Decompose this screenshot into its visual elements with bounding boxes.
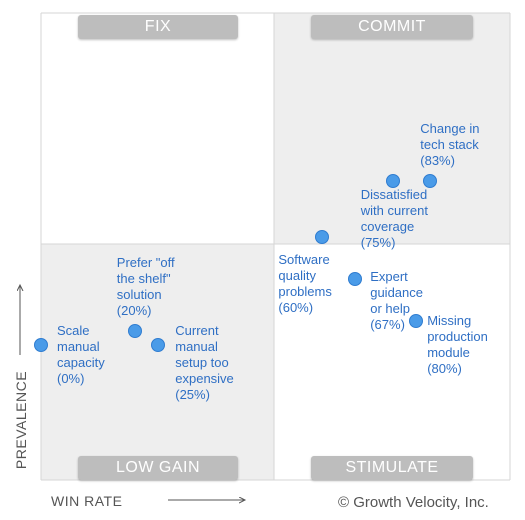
data-point <box>423 174 438 189</box>
quadrant-fix <box>41 13 274 244</box>
data-point-label: Expert guidance or help (67%) <box>370 269 423 333</box>
data-point-label: Change in tech stack (83%) <box>420 121 480 169</box>
x-axis-label: WIN RATE <box>51 493 123 509</box>
data-point <box>385 174 400 189</box>
quadrant-label-commit: COMMIT <box>311 15 473 39</box>
quadrant-low-gain <box>41 244 274 480</box>
data-point-label: Missing production module (80%) <box>427 313 488 377</box>
data-point-label: Dissatisfied with current coverage (75%) <box>360 187 428 251</box>
data-point <box>34 337 48 352</box>
data-point <box>409 314 424 329</box>
data-point-label: Scale manual capacity (0%) <box>57 322 105 386</box>
data-point <box>151 337 166 352</box>
quadrant-stimulate <box>274 244 510 480</box>
quadrant-label-low-gain: LOW GAIN <box>78 456 238 480</box>
data-point <box>348 272 363 287</box>
data-point <box>127 323 142 338</box>
y-axis-label: PREVALENCE <box>13 370 29 470</box>
data-point-label: Prefer "off the shelf" solution (20%) <box>116 254 175 318</box>
data-point-label: Software quality problems (60%) <box>278 252 332 316</box>
quadrant-label-fix: FIX <box>78 15 238 39</box>
data-point-label: Current manual setup too expensive (25%) <box>175 322 234 402</box>
data-point <box>315 230 330 245</box>
quadrant-label-stimulate: STIMULATE <box>311 456 473 480</box>
copyright-credit: © Growth Velocity, Inc. <box>338 494 489 511</box>
quadrant-commit <box>274 13 510 244</box>
